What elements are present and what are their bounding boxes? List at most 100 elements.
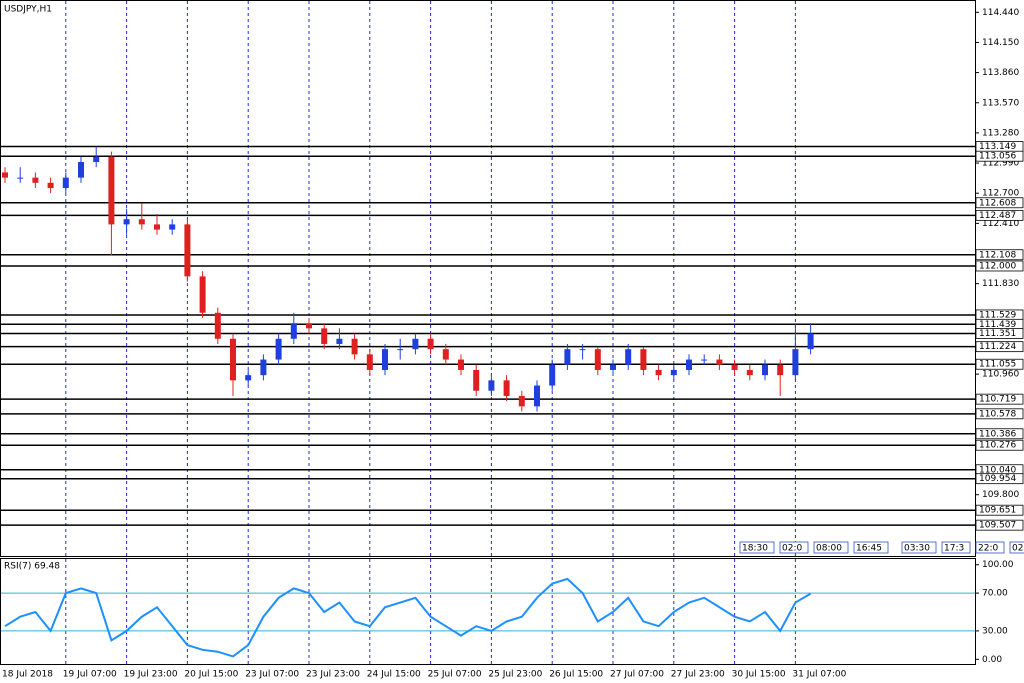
y-tick-label: 111.830 xyxy=(982,279,1019,289)
level-label: 109.651 xyxy=(979,506,1016,516)
candle-body xyxy=(17,177,24,179)
level-label: 110.719 xyxy=(979,395,1016,405)
x-tick-label: 18 Jul 2018 xyxy=(2,670,53,680)
level-label: 110.386 xyxy=(979,429,1016,439)
y-tick-label: 113.860 xyxy=(982,68,1019,78)
candle-body xyxy=(184,224,191,277)
candle-body xyxy=(93,156,100,163)
candle-body xyxy=(32,177,39,183)
time-box-label: 17:3 xyxy=(944,544,964,554)
level-label: 109.954 xyxy=(979,474,1016,484)
candle-body xyxy=(351,338,358,355)
level-label: 110.276 xyxy=(979,441,1016,451)
x-tick-label: 26 Jul 15:00 xyxy=(549,670,603,680)
rsi-tick-label: 70.00 xyxy=(982,589,1008,599)
x-tick-label: 19 Jul 23:00 xyxy=(124,670,178,680)
rsi-title: RSI(7) 69.48 xyxy=(4,562,60,572)
candle-body xyxy=(260,359,267,376)
level-label: 111.529 xyxy=(979,310,1016,320)
chart-title: USDJPY,H1 xyxy=(4,5,52,15)
level-label: 110.578 xyxy=(979,409,1016,419)
x-tick-label: 25 Jul 07:00 xyxy=(428,670,482,680)
level-label-box xyxy=(975,428,1024,440)
candle-body xyxy=(610,364,616,370)
x-tick-label: 30 Jul 15:00 xyxy=(732,670,786,680)
level-label-box xyxy=(975,473,1024,485)
rsi-panel xyxy=(0,558,976,665)
candle-body xyxy=(640,349,647,370)
y-tick-label: 112.410 xyxy=(982,219,1019,229)
time-box-label: 02:0 xyxy=(782,544,802,554)
candle-body xyxy=(701,359,708,361)
candle-body xyxy=(579,349,586,351)
x-tick-label: 19 Jul 07:00 xyxy=(63,670,117,680)
level-label: 112.487 xyxy=(979,211,1016,221)
candle-body xyxy=(716,359,723,365)
candle-body xyxy=(2,172,8,178)
time-box xyxy=(975,541,1005,554)
time-box-label: 08:00 xyxy=(816,544,842,554)
candle-body xyxy=(534,385,540,407)
candle-body xyxy=(275,338,282,360)
rsi-tick-label: 0.00 xyxy=(982,655,1002,665)
level-label-box xyxy=(975,358,1024,370)
time-box xyxy=(901,541,937,554)
candle-body xyxy=(245,375,252,381)
level-label-box xyxy=(975,439,1024,451)
level-label-box xyxy=(975,393,1024,405)
x-tick-label: 31 Jul 07:00 xyxy=(792,670,846,680)
candle-body xyxy=(518,395,525,407)
x-tick-label: 25 Jul 23:00 xyxy=(488,670,542,680)
time-box xyxy=(739,541,775,554)
candle-body xyxy=(427,338,434,350)
level-label-box xyxy=(975,150,1024,162)
time-box xyxy=(941,541,971,554)
time-box xyxy=(853,541,889,554)
candle-body xyxy=(47,182,54,189)
level-label-box xyxy=(975,260,1024,272)
candle-body xyxy=(686,359,692,370)
candle-body xyxy=(503,380,510,396)
candle-body xyxy=(746,369,753,376)
time-box-label: 03:30 xyxy=(904,544,930,554)
level-label: 112.108 xyxy=(979,250,1016,260)
level-label-box xyxy=(975,197,1024,209)
time-box xyxy=(1009,541,1024,554)
candle-body xyxy=(670,369,677,376)
candle-body xyxy=(230,338,236,381)
candle-body xyxy=(442,349,449,360)
level-label-box xyxy=(975,328,1024,339)
candle-body xyxy=(108,156,115,225)
candle-body xyxy=(366,354,373,370)
rsi-line xyxy=(4,577,812,658)
time-box-label: 18:30 xyxy=(742,544,768,554)
x-tick-label: 24 Jul 15:00 xyxy=(367,670,421,680)
candle-body xyxy=(625,349,632,365)
level-label: 113.056 xyxy=(979,152,1016,162)
candle-body xyxy=(78,162,84,178)
y-tick-label: 114.150 xyxy=(982,38,1019,48)
rsi-tick-label: 30.00 xyxy=(982,626,1008,636)
time-box-label: 16:45 xyxy=(856,544,882,554)
y-tick-label: 112.700 xyxy=(982,189,1019,199)
x-tick-label: 27 Jul 07:00 xyxy=(610,670,664,680)
level-label: 111.351 xyxy=(979,329,1016,339)
candle-body xyxy=(138,219,145,225)
candle-body xyxy=(62,177,69,189)
candle-body xyxy=(594,349,601,370)
time-box xyxy=(779,541,809,554)
candle-body xyxy=(397,349,404,351)
candle-body xyxy=(655,369,662,376)
y-tick-label: 114.440 xyxy=(982,8,1019,18)
candle-body xyxy=(199,276,206,313)
time-box-label: 22:0 xyxy=(978,544,998,554)
candle-body xyxy=(792,349,799,376)
candle-body xyxy=(306,323,312,329)
candle-body xyxy=(488,380,495,391)
x-tick-label: 20 Jul 15:00 xyxy=(184,670,238,680)
level-label-box xyxy=(975,504,1024,516)
y-tick-label: 109.800 xyxy=(982,490,1019,500)
y-tick-label: 113.570 xyxy=(982,98,1019,108)
rsi-tick-label: 100.00 xyxy=(982,560,1014,570)
level-label: 111.224 xyxy=(979,342,1016,352)
